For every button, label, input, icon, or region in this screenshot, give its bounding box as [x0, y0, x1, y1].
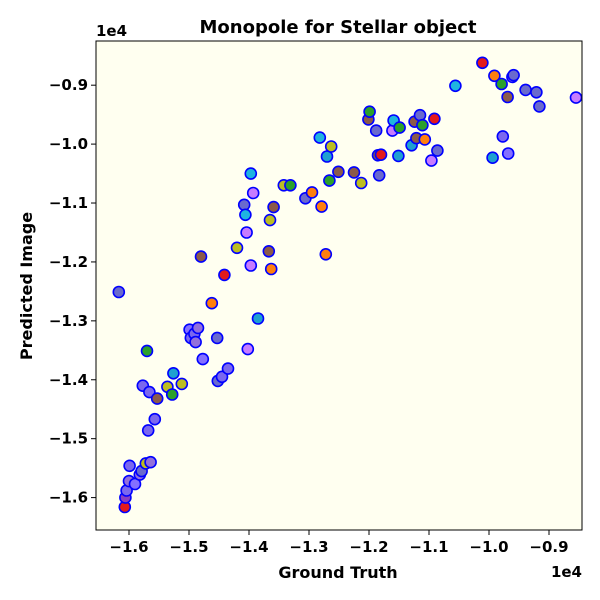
data-point-68 [392, 149, 405, 163]
data-point-18 [165, 388, 179, 401]
y-axis-offset-text: 1e4 [96, 22, 127, 40]
data-point-25 [191, 321, 205, 335]
x-tick-label: −1.4 [229, 538, 268, 556]
y-tick-label: −1.2 [49, 253, 88, 271]
x-axis-offset-text: 1e4 [551, 563, 582, 581]
y-tick-label: −1.3 [49, 312, 88, 330]
data-point-28 [205, 296, 219, 310]
data-point-65 [374, 148, 388, 161]
data-point-82 [488, 69, 501, 83]
y-axis-ticks: −1.6 −1.5 −1.4 −1.3 −1.2 −1.1 −1.0 −0.9 [49, 76, 96, 507]
data-point-89 [519, 83, 532, 97]
data-point-34 [230, 241, 244, 255]
data-point-20 [175, 377, 189, 391]
data-point-83 [495, 77, 508, 91]
data-point-26 [194, 250, 208, 263]
data-point-73 [413, 108, 427, 122]
data-point-29 [210, 331, 224, 345]
data-point-16 [150, 392, 164, 405]
x-tick-label: −1.6 [109, 538, 148, 556]
data-point-42 [251, 312, 265, 325]
x-tick-label: −1.2 [349, 538, 388, 556]
data-point-27 [196, 352, 210, 366]
x-tick-label: −1.0 [469, 538, 508, 556]
data-point-74 [416, 118, 429, 132]
data-point-43 [262, 245, 276, 258]
data-point-46 [267, 200, 280, 214]
data-point-90 [530, 86, 543, 99]
y-tick-label: −1.1 [49, 194, 88, 212]
data-point-84 [496, 130, 510, 143]
data-point-32 [218, 268, 231, 282]
data-point-88 [507, 68, 520, 82]
data-point-51 [313, 131, 327, 144]
data-point-91 [533, 100, 546, 113]
data-point-52 [315, 200, 328, 213]
plot-frame [95, 40, 583, 531]
data-point-41 [246, 186, 260, 200]
data-point-14 [144, 455, 157, 469]
y-tick-label: −0.9 [49, 76, 88, 94]
x-axis-label: Ground Truth [278, 563, 397, 582]
data-point-37 [240, 226, 253, 239]
data-point-31 [215, 370, 229, 384]
x-tick-label: −1.1 [409, 538, 448, 556]
x-tick-label: −0.9 [529, 538, 568, 556]
data-point-92 [569, 91, 583, 104]
data-point-69 [393, 121, 406, 134]
data-points [112, 56, 583, 514]
data-point-86 [501, 147, 515, 160]
data-point-15 [148, 412, 162, 426]
data-point-75 [418, 133, 432, 146]
data-point-80 [476, 56, 489, 70]
data-point-12 [141, 424, 155, 437]
data-point-24 [189, 335, 202, 349]
y-tick-label: −1.5 [49, 430, 88, 448]
data-point-55 [323, 174, 336, 187]
y-tick-label: −1.0 [49, 135, 88, 153]
chart-title: Monopole for Stellar object [199, 17, 476, 38]
data-point-78 [431, 144, 444, 157]
data-point-77 [428, 112, 441, 126]
data-point-64 [372, 169, 386, 182]
data-point-61 [363, 105, 376, 118]
plot-area [95, 40, 583, 531]
data-point-45 [264, 262, 278, 276]
data-point-62 [369, 124, 383, 137]
data-point-5 [123, 459, 136, 473]
data-point-33 [221, 362, 235, 375]
data-point-19 [167, 366, 180, 380]
data-point-38 [241, 342, 255, 356]
data-point-81 [486, 151, 499, 164]
x-tick-label: −1.3 [289, 538, 328, 556]
y-tick-label: −1.6 [49, 489, 88, 507]
data-point-56 [324, 140, 338, 153]
data-point-79 [449, 79, 462, 93]
data-point-57 [332, 165, 345, 179]
x-axis-ticks: −1.6 −1.5 −1.4 −1.3 −1.2 −1.1 −1.0 −0.9 [109, 530, 569, 556]
data-point-59 [354, 176, 368, 190]
data-point-50 [305, 186, 319, 199]
data-point-36 [239, 208, 252, 222]
y-tick-label: −1.4 [49, 371, 88, 389]
data-point-0 [112, 285, 126, 299]
data-point-76 [425, 154, 438, 167]
data-point-40 [244, 259, 258, 272]
y-axis-label: Predicted Image [17, 212, 36, 360]
data-point-58 [347, 166, 361, 179]
data-point-44 [263, 213, 277, 227]
data-point-53 [319, 248, 333, 261]
data-point-48 [284, 179, 297, 192]
data-point-85 [501, 90, 514, 104]
x-tick-label: −1.5 [169, 538, 208, 556]
data-point-39 [244, 167, 258, 180]
data-point-11 [140, 344, 154, 358]
